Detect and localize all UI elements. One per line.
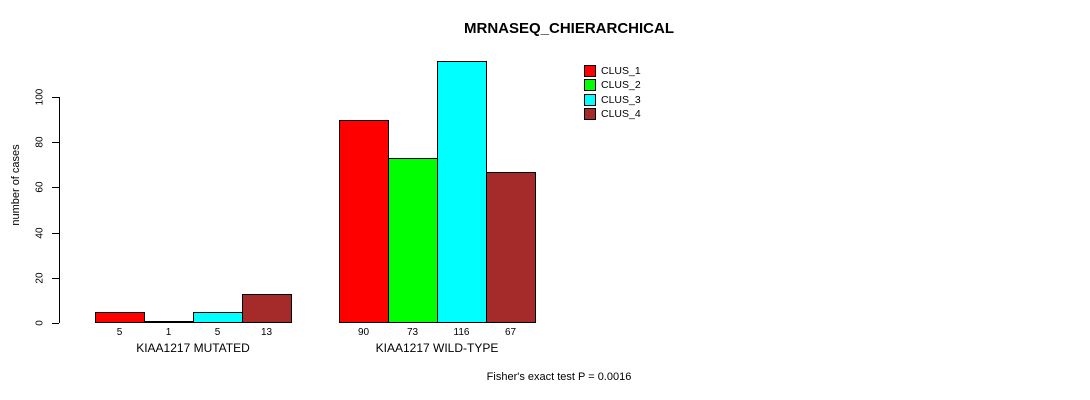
y-tick-label: 80 [34, 136, 46, 148]
y-tick-mark [52, 142, 59, 144]
legend-label: CLUS_1 [601, 64, 641, 77]
bar-clus_4 [242, 294, 292, 323]
legend-swatch-clus_2 [584, 79, 596, 92]
bar-clus_2 [388, 158, 438, 323]
y-tick-mark [52, 187, 59, 189]
bar-value-label: 90 [357, 327, 370, 338]
bar-value-label: 73 [406, 327, 419, 338]
bar-value-label: 116 [453, 327, 470, 338]
chart-title: MRNASEQ_CHIERARCHICAL [463, 20, 675, 37]
bar-clus_2 [144, 321, 194, 323]
bar-clus_1 [339, 120, 389, 323]
legend-item-clus_4: CLUS_4 [584, 108, 641, 121]
y-tick-mark [52, 277, 59, 279]
legend-item-clus_2: CLUS_2 [584, 79, 641, 92]
legend-swatch-clus_1 [584, 64, 596, 77]
y-tick-label: 0 [34, 320, 46, 326]
legend-item-clus_3: CLUS_3 [584, 93, 641, 106]
y-axis-line [59, 97, 60, 323]
y-tick-label: 20 [34, 272, 46, 284]
bar-clus_4 [486, 172, 536, 323]
bar-value-label: 13 [260, 327, 273, 338]
bar-value-label: 1 [165, 327, 172, 338]
bar-value-label: 5 [214, 327, 221, 338]
legend-label: CLUS_3 [601, 93, 641, 106]
y-axis-title: number of cases [10, 144, 22, 226]
y-tick-mark [52, 323, 59, 324]
y-tick-mark [52, 97, 59, 98]
y-tick-mark [52, 232, 59, 234]
bar-value-label: 67 [504, 327, 517, 338]
x-category-label: KIAA1217 WILD-TYPE [375, 341, 499, 355]
x-category-label: KIAA1217 MUTATED [136, 341, 250, 355]
footnote-pvalue: Fisher's exact test P = 0.0016 [486, 371, 632, 383]
y-tick-label: 100 [34, 88, 46, 106]
bar-clus_3 [193, 312, 243, 323]
legend-item-clus_1: CLUS_1 [584, 64, 641, 77]
legend-swatch-clus_3 [584, 93, 596, 106]
bar-clus_3 [437, 61, 487, 323]
bar-value-label: 5 [116, 327, 123, 338]
y-tick-label: 40 [34, 227, 46, 239]
bar-clus_1 [95, 312, 145, 323]
y-tick-label: 60 [34, 181, 46, 193]
legend-label: CLUS_4 [601, 108, 641, 121]
legend-swatch-clus_4 [584, 108, 596, 121]
legend-label: CLUS_2 [601, 79, 641, 92]
